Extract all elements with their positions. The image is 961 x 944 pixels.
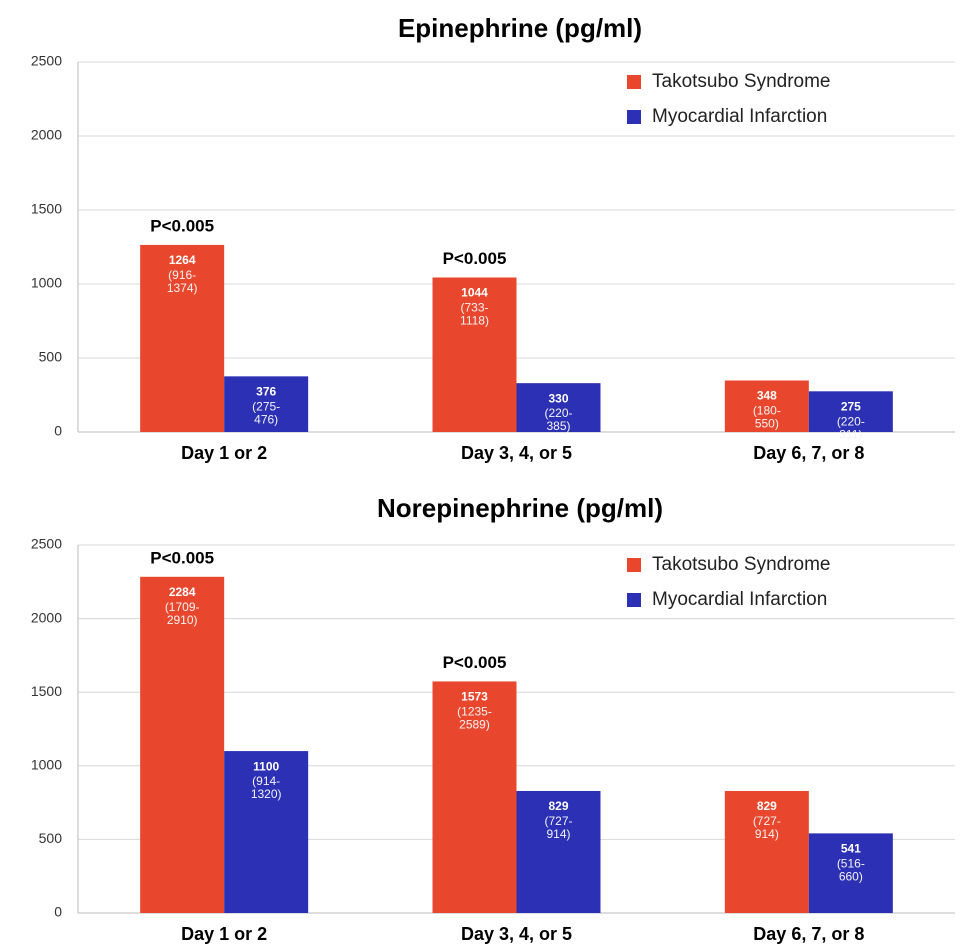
value-label: 348 [757,389,777,403]
range-label: (220-385) [544,406,572,433]
range-label: (727-914) [544,814,572,841]
legend-label: Myocardial Infarction [652,589,827,610]
y-tick-label: 1500 [31,201,62,217]
range-label: (1709-2910) [165,600,200,627]
y-tick-label: 0 [54,423,62,439]
value-label: 2284 [169,585,196,599]
chart-title: Epinephrine (pg/ml) [398,13,642,43]
value-label: 1573 [461,690,488,704]
y-tick-label: 2500 [31,53,62,69]
bar [516,790,601,913]
value-label: 829 [548,799,568,813]
range-label: (914-1320) [251,774,282,801]
bar [224,376,309,432]
range-label: (180-550) [753,404,781,431]
range-label: (516-660) [837,857,865,884]
bar [140,576,225,913]
x-tick-label: Day 1 or 2 [181,443,267,463]
legend-label: Takotsubo Syndrome [652,71,831,92]
range-label: (916-1374) [167,268,198,295]
value-label: 1044 [461,286,488,300]
value-label: 1264 [169,253,196,267]
annotation: P<0.005 [443,249,507,268]
x-tick-label: Day 6, 7, or 8 [753,443,864,463]
legend-label: Myocardial Infarction [652,106,827,127]
y-tick-label: 500 [39,830,63,846]
bar [140,244,225,432]
chart-title: Norepinephrine (pg/ml) [377,493,663,523]
bar [224,751,309,913]
annotation: P<0.005 [443,653,507,672]
value-label: 541 [841,842,861,856]
annotation: P<0.005 [150,548,214,567]
value-label: 376 [256,385,276,399]
x-tick-label: Day 1 or 2 [181,924,267,944]
range-label: (1235-2589) [457,705,492,732]
bar [808,391,893,432]
bar [808,833,893,913]
range-label: (275-476) [252,400,280,427]
x-tick-label: Day 3, 4, or 5 [461,443,572,463]
range-label: (733-1118) [460,301,489,328]
x-tick-label: Day 3, 4, or 5 [461,924,572,944]
y-tick-label: 1000 [31,275,62,291]
annotation: P<0.005 [150,216,214,235]
bar [724,380,809,432]
legend-swatch [627,110,641,124]
x-tick-label: Day 6, 7, or 8 [753,924,864,944]
legend-swatch [627,75,641,89]
bar [432,277,517,432]
value-label: 1100 [253,759,279,773]
value-label: 330 [548,391,568,405]
y-tick-label: 2000 [31,127,62,143]
range-label: (220-311) [837,414,865,441]
value-label: 275 [841,399,861,413]
y-tick-label: 2000 [31,609,62,625]
legend-label: Takotsubo Syndrome [652,554,831,575]
bar [432,681,517,913]
y-tick-label: 0 [54,904,62,920]
value-label: 829 [757,799,777,813]
bar [516,383,601,432]
range-label: (727-914) [753,814,781,841]
legend-swatch [627,558,641,572]
y-tick-label: 500 [39,349,63,365]
legend-swatch [627,593,641,607]
y-tick-label: 1000 [31,757,62,773]
y-tick-label: 1500 [31,683,62,699]
y-tick-label: 2500 [31,536,62,552]
bar [724,790,809,913]
